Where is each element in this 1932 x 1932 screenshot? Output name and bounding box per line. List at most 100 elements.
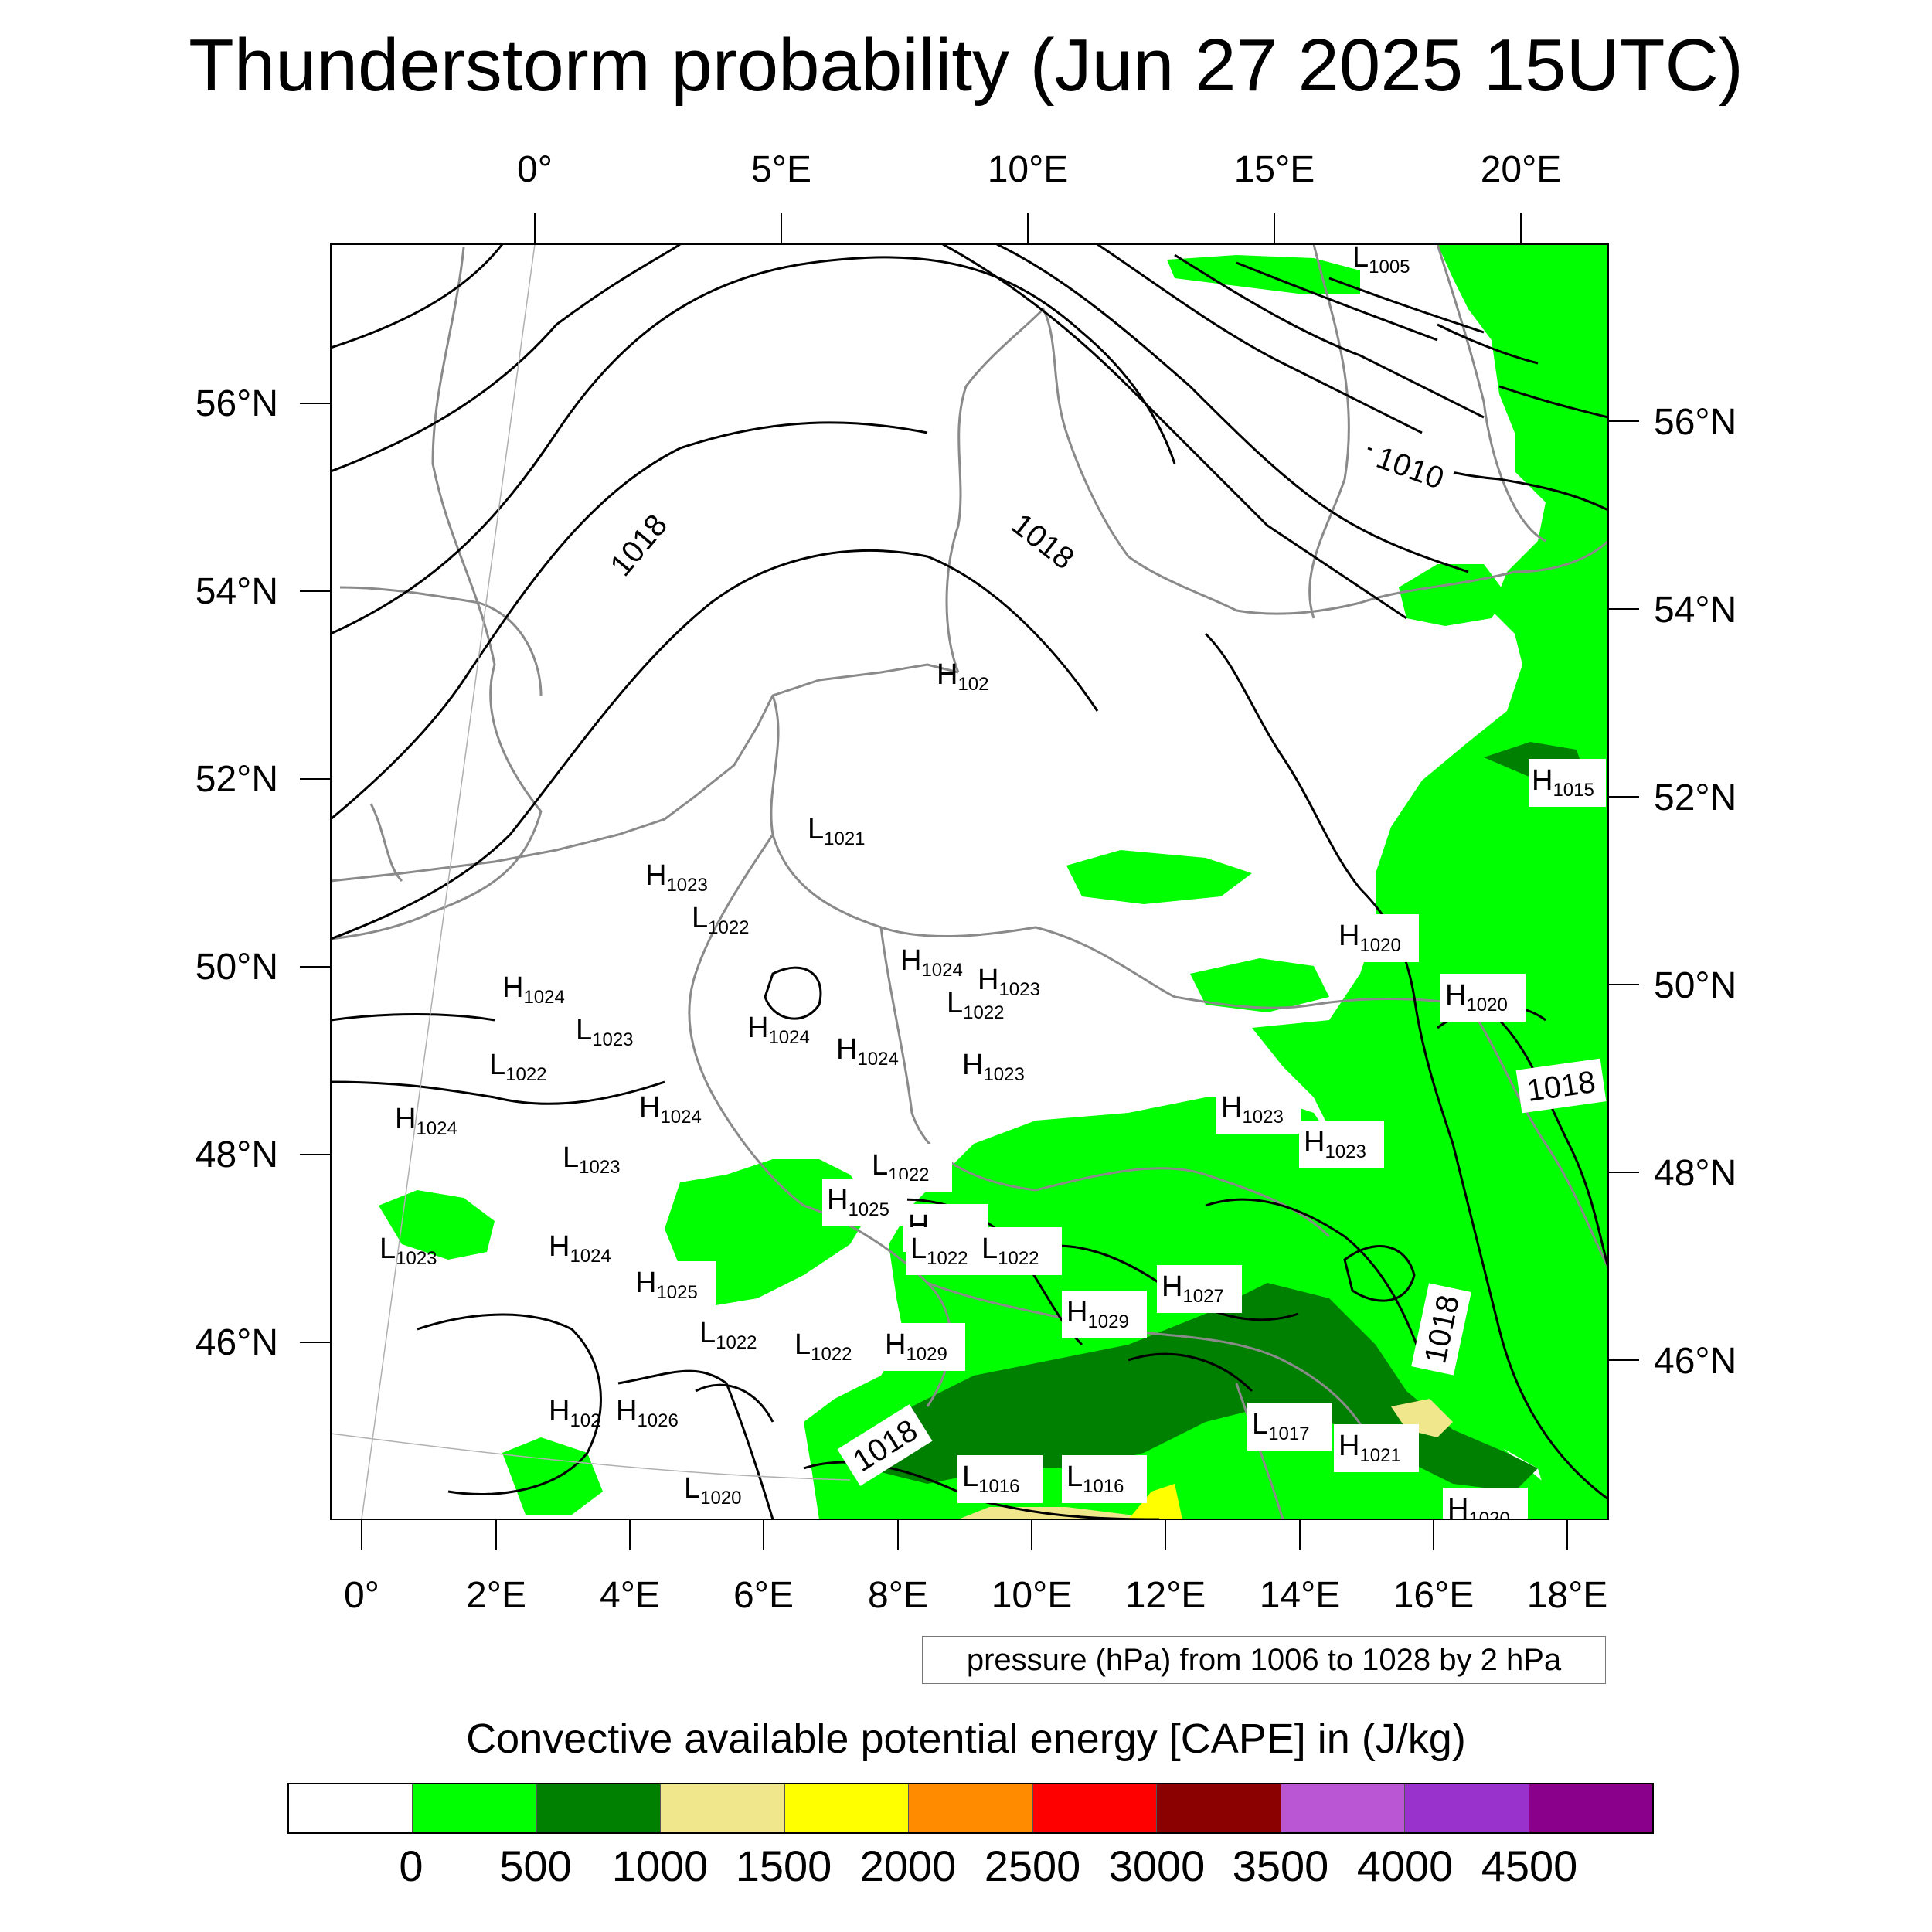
svg-text:H1024: H1024 <box>502 971 565 1008</box>
svg-text:H1023: H1023 <box>645 859 708 896</box>
pressure-center-value: 1027 <box>1182 1286 1223 1307</box>
pressure-center-value: 1023 <box>1242 1107 1283 1128</box>
pressure-center-value: 1023 <box>592 1029 633 1050</box>
pressure-center: L1023 <box>563 1141 621 1178</box>
pressure-center: L1022 <box>489 1049 547 1085</box>
pressure-center: H1024 <box>549 1230 611 1267</box>
pressure-center-value: 1022 <box>927 1248 968 1269</box>
pressure-center-type: L <box>794 1328 811 1361</box>
svg-text:H1023: H1023 <box>962 1049 1025 1085</box>
svg-text:H1024: H1024 <box>639 1091 702 1128</box>
svg-text:L1022: L1022 <box>699 1317 757 1353</box>
svg-text:L1020: L1020 <box>684 1472 742 1509</box>
lon-label: 18°E <box>1527 1575 1608 1616</box>
pressure-center-value: 1024 <box>416 1118 457 1139</box>
svg-text:L1022: L1022 <box>947 987 1005 1023</box>
lat-label: 46°N <box>196 1322 278 1363</box>
svg-text:H1015: H1015 <box>1532 764 1594 801</box>
map-frame <box>330 243 1609 1520</box>
pressure-center-type: H <box>635 1267 656 1299</box>
svg-text:H1024: H1024 <box>549 1230 611 1267</box>
svg-text:H1025: H1025 <box>827 1184 889 1220</box>
pressure-center-value: 1023 <box>1325 1141 1366 1162</box>
cape-area-channel <box>379 1190 495 1260</box>
pressure-center-value: 1026 <box>637 1410 678 1431</box>
pressure-center-value: 1023 <box>579 1157 620 1178</box>
svg-text:L1005: L1005 <box>1352 241 1410 277</box>
svg-text:L1022: L1022 <box>692 902 750 938</box>
colorbar-tick-label: 0 <box>399 1842 423 1890</box>
pressure-center-value: 102 <box>570 1410 600 1431</box>
lat-label: 54°N <box>196 571 278 612</box>
colorbar-swatch <box>1280 1784 1405 1832</box>
svg-text:H1021: H1021 <box>1338 1430 1401 1466</box>
pressure-center-type: L <box>872 1149 888 1182</box>
pressure-center: H1025 <box>822 1179 907 1226</box>
pressure-center-type: L <box>1252 1408 1268 1440</box>
pressure-center: H1015 <box>1529 759 1606 807</box>
pressure-center: H1021 <box>1334 1424 1419 1472</box>
pressure-center-value: 102 <box>957 674 988 695</box>
lat-label: 46°N <box>1654 1341 1736 1382</box>
pressure-center: H1023 <box>962 1049 1025 1085</box>
pressure-center-value: 1024 <box>660 1107 701 1128</box>
pressure-center: H1029 <box>880 1323 965 1371</box>
pressure-center: H1024 <box>747 1012 810 1048</box>
pressure-center-value: 1022 <box>716 1332 757 1353</box>
lat-label: 56°N <box>196 383 278 424</box>
svg-text:H1025: H1025 <box>635 1267 698 1303</box>
pressure-center-type: H <box>1066 1296 1087 1328</box>
pressure-center: L1022 <box>699 1317 757 1353</box>
pressure-center-value: 1023 <box>983 1064 1024 1085</box>
lon-label: 6°E <box>733 1575 794 1616</box>
pressure-center: H102 <box>549 1395 601 1431</box>
pressure-center-type: L <box>962 1461 978 1493</box>
pressure-center-type: H <box>1447 1493 1468 1526</box>
colorbar-swatch <box>1156 1784 1281 1832</box>
pressure-center: H1020 <box>1440 974 1526 1022</box>
pressure-center-type: H <box>1338 1430 1359 1462</box>
pressure-center: L1022 <box>977 1227 1062 1275</box>
pressure-center-type: H <box>549 1395 570 1427</box>
lon-label: 20°E <box>1481 149 1562 190</box>
pressure-center-value: 1022 <box>963 1002 1004 1023</box>
pressure-center: H1026 <box>616 1395 679 1431</box>
cape-area-east <box>1252 244 1608 1519</box>
pressure-center-value: 1022 <box>708 917 749 938</box>
pressure-center: H1024 <box>395 1103 457 1139</box>
lat-label: 56°N <box>1654 402 1736 443</box>
colorbar-tick-label: 3500 <box>1232 1842 1329 1890</box>
lon-label: 2°E <box>466 1575 526 1616</box>
pressure-center: L1016 <box>957 1455 1043 1503</box>
pressure-center: L1005 <box>1352 241 1410 277</box>
pressure-center-value: 1029 <box>1087 1311 1128 1332</box>
pressure-center-type: H <box>645 859 666 892</box>
pressure-center-type: H <box>1162 1270 1182 1303</box>
svg-text:L1023: L1023 <box>563 1141 621 1178</box>
colorbar-tick-label: 4000 <box>1356 1842 1454 1890</box>
pressure-center-type: L <box>699 1317 716 1349</box>
pressure-center: H1029 <box>1062 1291 1147 1338</box>
pressure-center-value: 1022 <box>505 1064 546 1085</box>
pressure-center-type: H <box>978 964 998 996</box>
pressure-center-value: 1022 <box>811 1344 852 1365</box>
pressure-center-type: H <box>1221 1091 1242 1124</box>
left-latitude-labels: 56°N 54°N 52°N 50°N 48°N 46°N <box>196 383 278 1363</box>
svg-text:L1022: L1022 <box>794 1328 852 1365</box>
pressure-center: H1027 <box>1157 1265 1242 1313</box>
colorbar-swatch <box>536 1784 661 1832</box>
pressure-center-type: L <box>684 1472 700 1505</box>
pressure-center: L1022 <box>906 1227 991 1275</box>
coastlines <box>331 244 1608 1519</box>
pressure-center-value: 1021 <box>1359 1445 1400 1466</box>
lon-label: 8°E <box>868 1575 928 1616</box>
colorbar-tick-label: 2000 <box>859 1842 957 1890</box>
pressure-center: H1024 <box>639 1091 702 1128</box>
pressure-center-value: 1023 <box>666 875 707 896</box>
pressure-center: H1023 <box>978 964 1040 1000</box>
page-title: Thunderstorm probability (Jun 27 2025 15… <box>189 24 1743 107</box>
pressure-center-value: 1024 <box>921 960 962 981</box>
pressure-center-value: 1023 <box>396 1248 437 1269</box>
map-layers: 1018 1010 1018 1018 1018 1018 <box>331 241 1608 1526</box>
lon-label: 15°E <box>1234 149 1315 190</box>
